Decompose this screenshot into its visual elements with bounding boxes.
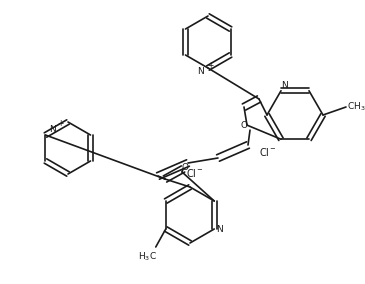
Text: N: N bbox=[49, 126, 56, 135]
Text: CH$_3$: CH$_3$ bbox=[347, 101, 365, 113]
Text: +: + bbox=[207, 60, 213, 70]
Text: N: N bbox=[216, 224, 223, 233]
Text: O: O bbox=[181, 164, 188, 172]
Text: N: N bbox=[282, 81, 288, 90]
Text: Cl$^-$: Cl$^-$ bbox=[259, 146, 277, 158]
Text: H$_3$C: H$_3$C bbox=[138, 251, 157, 263]
Text: Cl$^-$: Cl$^-$ bbox=[186, 167, 204, 179]
Text: +: + bbox=[57, 118, 64, 128]
Text: O: O bbox=[241, 121, 247, 130]
Text: N: N bbox=[197, 66, 204, 76]
